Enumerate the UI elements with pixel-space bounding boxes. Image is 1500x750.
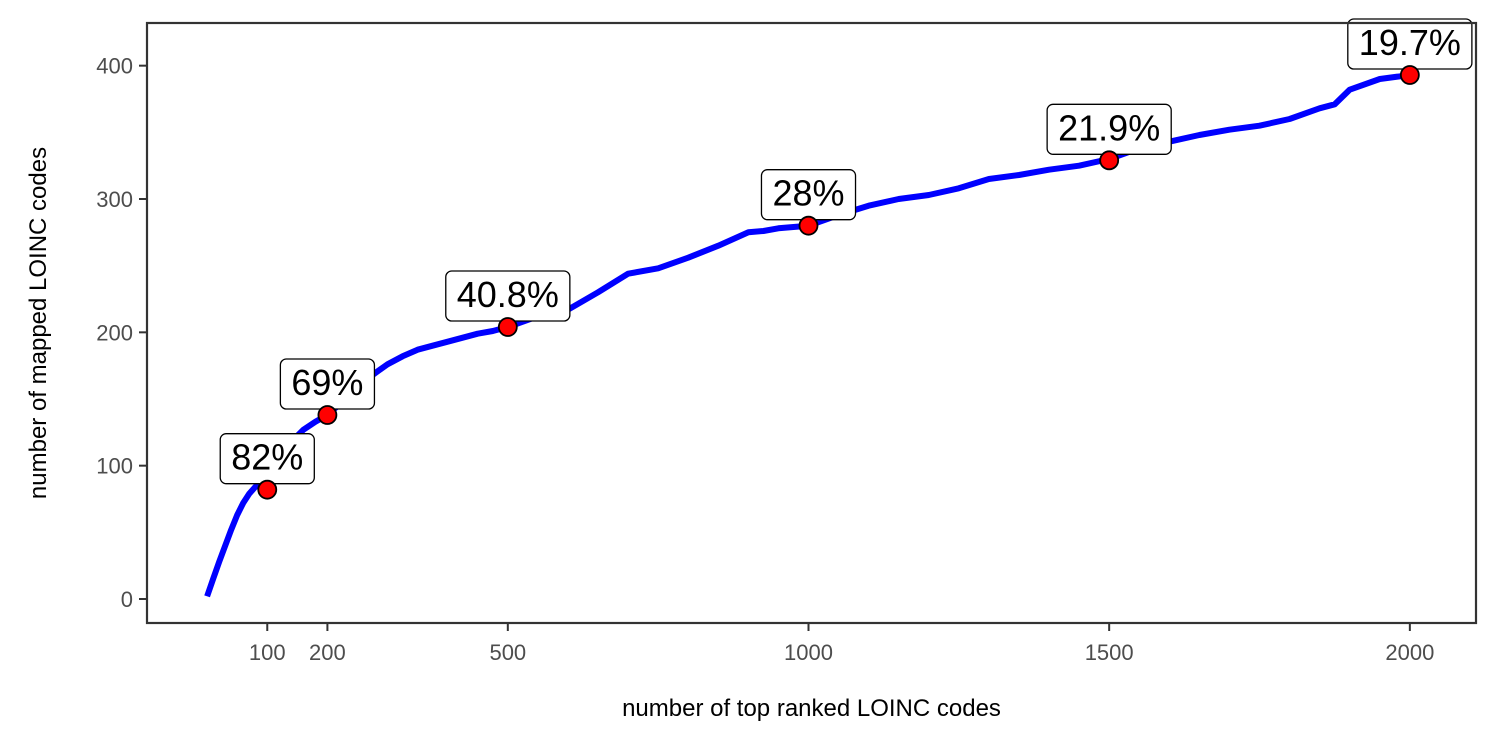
highlight-point [317,405,338,425]
plot-panel-border [145,21,1478,625]
label-text: 69% [291,362,363,403]
mapped-codes-line [204,72,1411,598]
x-tick-label: 500 [489,640,526,665]
highlight-point [497,317,518,337]
point-label: 40.8% [445,270,571,322]
x-tick-label: 2000 [1385,640,1434,665]
y-axis-title: number of mapped LOINC codes [25,147,52,499]
highlight-point [257,479,278,500]
label-text: 40.8% [457,274,559,315]
point-labels: 82% 69% 40.8% 28% 21.9% 19.7% [219,18,1473,485]
y-tick-label: 300 [96,187,133,212]
point-label: 82% [219,433,315,485]
x-axis-title: number of top ranked LOINC codes [622,695,1001,722]
x-tick-label: 100 [249,640,286,665]
point-label: 21.9% [1046,103,1172,155]
point-label: 69% [279,358,376,410]
highlight-point [1399,65,1420,85]
x-axis-ticks: 100 200 500 1000 1500 2000 [249,623,1434,665]
x-tick-label: 1000 [784,640,833,665]
x-tick-label: 200 [309,640,346,665]
point-label: 28% [760,169,857,221]
y-tick-label: 100 [96,454,133,479]
highlight-points [257,65,1420,500]
label-text: 19.7% [1359,22,1461,63]
highlight-point [798,215,819,236]
y-tick-label: 200 [96,320,133,345]
label-text: 28% [772,173,844,214]
label-text: 21.9% [1058,107,1160,148]
y-axis-ticks: 0 100 200 300 400 [96,54,147,612]
highlight-point [1099,150,1120,171]
x-tick-label: 1500 [1085,640,1134,665]
label-text: 82% [231,437,303,478]
point-label: 19.7% [1347,18,1473,70]
y-tick-label: 0 [121,587,133,612]
series-layer [204,72,1411,598]
y-tick-label: 400 [96,54,133,79]
